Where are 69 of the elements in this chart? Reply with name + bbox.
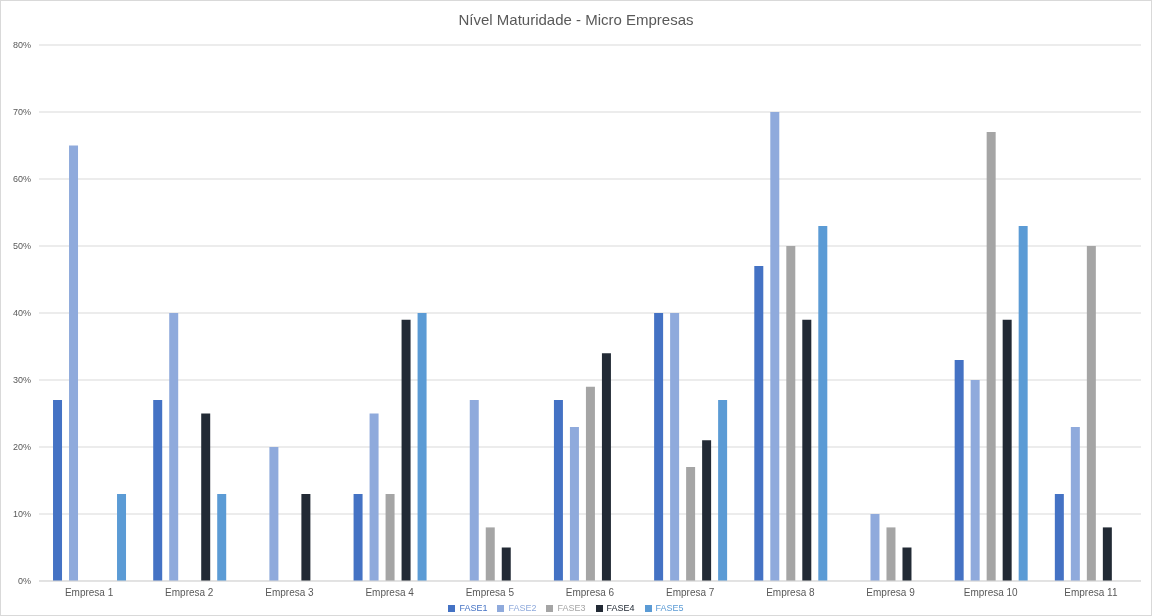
legend-label: FASE4 bbox=[606, 603, 635, 613]
y-tick-label: 40% bbox=[12, 308, 31, 319]
x-tick-label: Empresa 8 bbox=[766, 587, 815, 599]
bar bbox=[69, 145, 79, 581]
bar bbox=[569, 426, 579, 581]
bar bbox=[718, 400, 728, 581]
bar bbox=[870, 514, 880, 581]
x-tick-label: Empresa 7 bbox=[666, 587, 715, 599]
bar bbox=[902, 547, 912, 581]
bar bbox=[786, 246, 796, 581]
bar bbox=[469, 400, 479, 581]
bar bbox=[201, 413, 211, 581]
chart-title: Nível Maturidade - Micro Empresas bbox=[457, 11, 695, 28]
x-tick-label: Empresa 2 bbox=[165, 587, 214, 599]
bar bbox=[385, 493, 395, 581]
bar bbox=[1086, 246, 1096, 581]
x-tick-label: Empresa 11 bbox=[1064, 587, 1118, 599]
bar bbox=[585, 386, 595, 581]
x-tick-label: Empresa 9 bbox=[866, 587, 916, 599]
bar bbox=[1102, 527, 1112, 581]
bar bbox=[818, 225, 828, 581]
bar bbox=[1070, 426, 1080, 581]
x-tick-label: Empresa 5 bbox=[465, 587, 515, 599]
bar bbox=[802, 319, 812, 581]
y-tick-label: 70% bbox=[12, 107, 31, 118]
bar bbox=[702, 440, 712, 581]
bar bbox=[670, 313, 680, 581]
bar bbox=[686, 467, 696, 581]
bar bbox=[1054, 493, 1064, 581]
y-tick-label: 50% bbox=[12, 241, 31, 252]
bar bbox=[269, 447, 279, 581]
bar bbox=[986, 132, 996, 581]
legend-label: FASE2 bbox=[508, 603, 537, 613]
bar bbox=[954, 359, 964, 581]
x-tick-label: Empresa 6 bbox=[565, 587, 615, 599]
bar bbox=[153, 400, 163, 581]
legend-label: FASE1 bbox=[459, 603, 488, 613]
x-tick-label: Empresa 1 bbox=[64, 587, 114, 599]
bar bbox=[1018, 225, 1028, 581]
y-tick-label: 10% bbox=[12, 509, 31, 520]
legend-label: FASE3 bbox=[557, 603, 586, 613]
bar bbox=[754, 266, 764, 581]
x-tick-label: Empresa 10 bbox=[963, 587, 1019, 599]
bar bbox=[601, 353, 611, 581]
y-tick-label: 0% bbox=[17, 576, 31, 587]
y-tick-label: 20% bbox=[12, 442, 31, 453]
legend-label: FASE5 bbox=[655, 603, 684, 613]
x-tick-label: Empresa 4 bbox=[365, 587, 415, 599]
bar bbox=[970, 380, 980, 581]
y-tick-label: 60% bbox=[12, 174, 31, 185]
bar bbox=[369, 413, 379, 581]
bar bbox=[217, 493, 227, 581]
bar bbox=[417, 313, 427, 581]
bar bbox=[770, 112, 780, 581]
bar bbox=[53, 400, 63, 581]
bar bbox=[353, 493, 363, 581]
bar bbox=[169, 313, 179, 581]
y-tick-label: 30% bbox=[12, 375, 31, 386]
bar bbox=[117, 493, 127, 581]
bar bbox=[485, 527, 495, 581]
bar bbox=[553, 400, 563, 581]
bar bbox=[886, 527, 896, 581]
bar bbox=[654, 313, 664, 581]
x-tick-label: Empresa 3 bbox=[265, 587, 315, 599]
y-tick-label: 80% bbox=[12, 40, 31, 51]
bar bbox=[401, 319, 411, 581]
bar bbox=[301, 493, 311, 581]
bar bbox=[501, 547, 511, 581]
bar bbox=[1002, 319, 1012, 581]
